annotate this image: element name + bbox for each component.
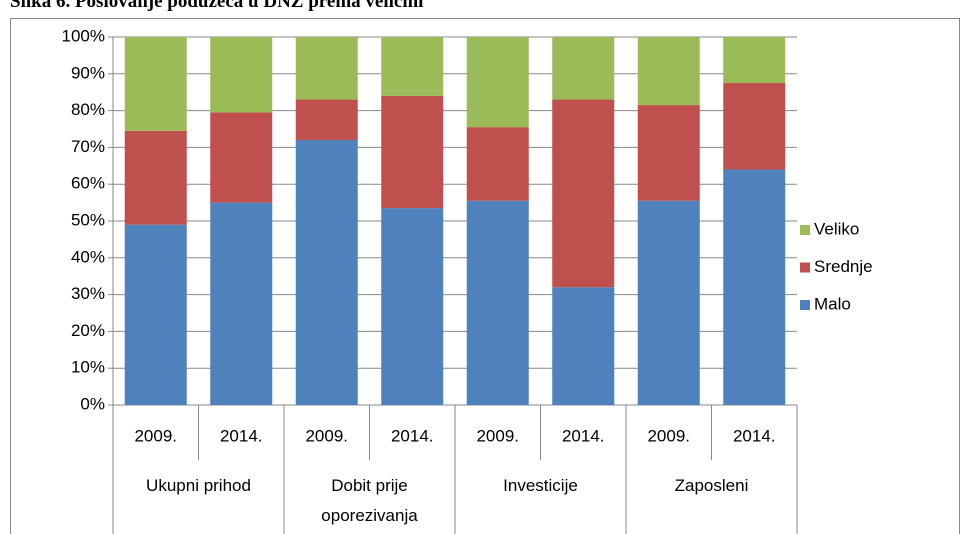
bar-segment [466,200,529,405]
bar-segment [552,37,615,100]
bar-segment [552,287,615,405]
bar-segment [295,37,358,100]
x-tick-label: 2014. [562,426,605,445]
bar-segment [295,99,358,141]
legend-swatch [800,300,810,310]
y-tick-label: 30% [71,284,105,303]
bar-segment [723,37,786,83]
group-label: Zaposleni [674,476,749,495]
y-tick-label: 70% [71,137,105,156]
x-tick-label: 2009. [305,426,348,445]
legend-swatch [800,262,810,273]
bar-segment [723,83,786,170]
bar-segment [637,200,700,405]
bar-segment [295,140,358,406]
bar-segment [466,37,529,128]
y-tick-label: 100% [62,26,105,45]
x-tick-label: 2009. [134,426,177,445]
bar-segment [210,37,273,113]
y-tick-label: 40% [71,247,105,266]
bar-segment [381,95,444,209]
bar-segment [381,208,444,405]
y-tick-label: 10% [71,358,105,377]
bar-segment [637,105,700,201]
y-tick-label: 50% [71,210,105,229]
bar-segment [552,99,615,288]
chart-title: Slika 6. Poslovanje poduzeća u DNŽ prema… [10,0,424,12]
x-tick-label: 2009. [647,426,690,445]
y-tick-label: 0% [80,394,105,413]
bar-segment [466,127,529,201]
legend-label: Veliko [814,219,859,238]
x-tick-label: 2014. [220,426,263,445]
y-tick-label: 20% [71,321,105,340]
legend-label: Srednje [814,257,873,276]
legend-label: Malo [814,294,851,313]
bar-segment [381,37,444,96]
x-tick-label: 2014. [733,426,776,445]
x-tick-label: 2014. [391,426,434,445]
y-tick-label: 90% [71,63,105,82]
group-label: Ukupni prihod [146,476,251,495]
bar-segment [124,130,187,225]
bar-segment [124,224,187,405]
bar-segment [637,37,700,106]
legend-swatch [800,225,810,235]
bar-segment [723,169,786,405]
bar-segment [210,112,273,203]
y-tick-label: 80% [71,100,105,119]
y-tick-label: 60% [71,174,105,193]
bar-segment [210,202,273,405]
bar-segment [124,37,187,131]
group-label: Dobit prije oporezivanja [321,476,418,525]
x-tick-label: 2009. [476,426,519,445]
group-label: Investicije [503,476,578,495]
